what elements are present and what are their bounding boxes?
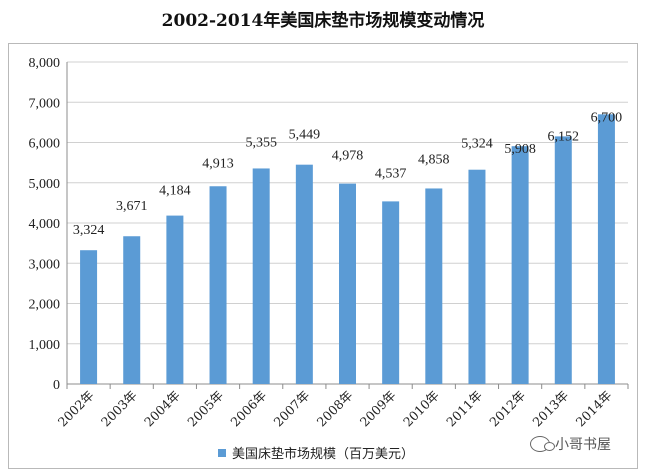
bar bbox=[425, 188, 443, 384]
x-tick-label: 2004年 bbox=[141, 388, 183, 430]
bar bbox=[166, 215, 184, 384]
bar bbox=[382, 201, 400, 384]
bar bbox=[339, 183, 356, 384]
data-label: 4,913 bbox=[202, 156, 234, 171]
data-label: 4,184 bbox=[159, 184, 191, 199]
x-tick-label: 2012年 bbox=[486, 388, 528, 430]
legend: 美国床垫市场规模（百万美元） bbox=[218, 443, 414, 462]
bar bbox=[468, 169, 486, 384]
data-label: 4,537 bbox=[375, 166, 407, 181]
y-tick-label: 8,000 bbox=[29, 56, 61, 71]
bar bbox=[597, 114, 615, 384]
x-tick-label: 2008年 bbox=[314, 388, 356, 430]
data-label: 5,449 bbox=[289, 128, 321, 143]
data-label: 6,700 bbox=[591, 110, 623, 125]
legend-label: 美国床垫市场规模（百万美元） bbox=[232, 447, 415, 462]
watermark: 小哥书屋 bbox=[530, 434, 611, 454]
legend-swatch bbox=[218, 448, 226, 457]
bar bbox=[295, 164, 313, 384]
x-tick-label: 2007年 bbox=[271, 388, 313, 430]
y-tick-label: 0 bbox=[53, 378, 60, 393]
watermark-text: 小哥书屋 bbox=[555, 437, 611, 453]
chart-frame bbox=[8, 43, 638, 469]
chart-title: 2002-2014年美国床垫市场规模变动情况 bbox=[161, 11, 485, 31]
data-label: 5,324 bbox=[461, 137, 493, 152]
x-tick-label: 2009年 bbox=[357, 388, 399, 430]
bar bbox=[80, 250, 98, 384]
bar bbox=[554, 136, 572, 384]
bars bbox=[80, 114, 615, 384]
y-tick-label: 3,000 bbox=[29, 257, 61, 272]
y-tick-label: 5,000 bbox=[29, 177, 61, 192]
y-tick-label: 2,000 bbox=[29, 298, 61, 313]
bar bbox=[252, 168, 270, 384]
data-label: 5,908 bbox=[504, 142, 536, 157]
data-label: 6,152 bbox=[548, 129, 580, 144]
data-label: 5,355 bbox=[245, 135, 277, 150]
x-tick-label: 2005年 bbox=[184, 388, 226, 430]
y-tick-label: 7,000 bbox=[29, 96, 61, 111]
x-tick-label: 2014年 bbox=[573, 388, 615, 430]
data-label: 3,671 bbox=[116, 199, 148, 214]
y-tick-label: 4,000 bbox=[29, 217, 61, 232]
y-tick-labels: 0 1,000 2,000 3,000 4,000 5,000 6,000 7,000 8,00… bbox=[29, 56, 61, 393]
wechat-icon bbox=[530, 436, 555, 452]
data-label: 3,324 bbox=[73, 223, 105, 238]
data-label: 4,978 bbox=[332, 149, 364, 164]
bar bbox=[511, 146, 529, 384]
x-tick-label: 2006年 bbox=[227, 388, 269, 430]
x-tick-labels: 2002年 2003年 2004年 2005年 2006年 2007年 2008年 2009年… bbox=[55, 388, 615, 430]
data-label: 4,858 bbox=[418, 152, 450, 167]
x-tick-label: 2003年 bbox=[98, 388, 140, 430]
data-labels: 3,324 3,671 4,184 4,913 5,355 5,449 4,978 4,537… bbox=[73, 110, 622, 238]
y-tick-label: 1,000 bbox=[29, 338, 61, 353]
x-tick-label: 2010年 bbox=[400, 388, 442, 430]
bar bbox=[209, 186, 227, 384]
x-tick-label: 2013年 bbox=[529, 388, 571, 430]
y-tick-label: 6,000 bbox=[29, 137, 61, 152]
x-tick-label: 2011年 bbox=[443, 388, 485, 430]
bar bbox=[123, 236, 141, 384]
x-tick-label: 2002年 bbox=[55, 388, 97, 430]
